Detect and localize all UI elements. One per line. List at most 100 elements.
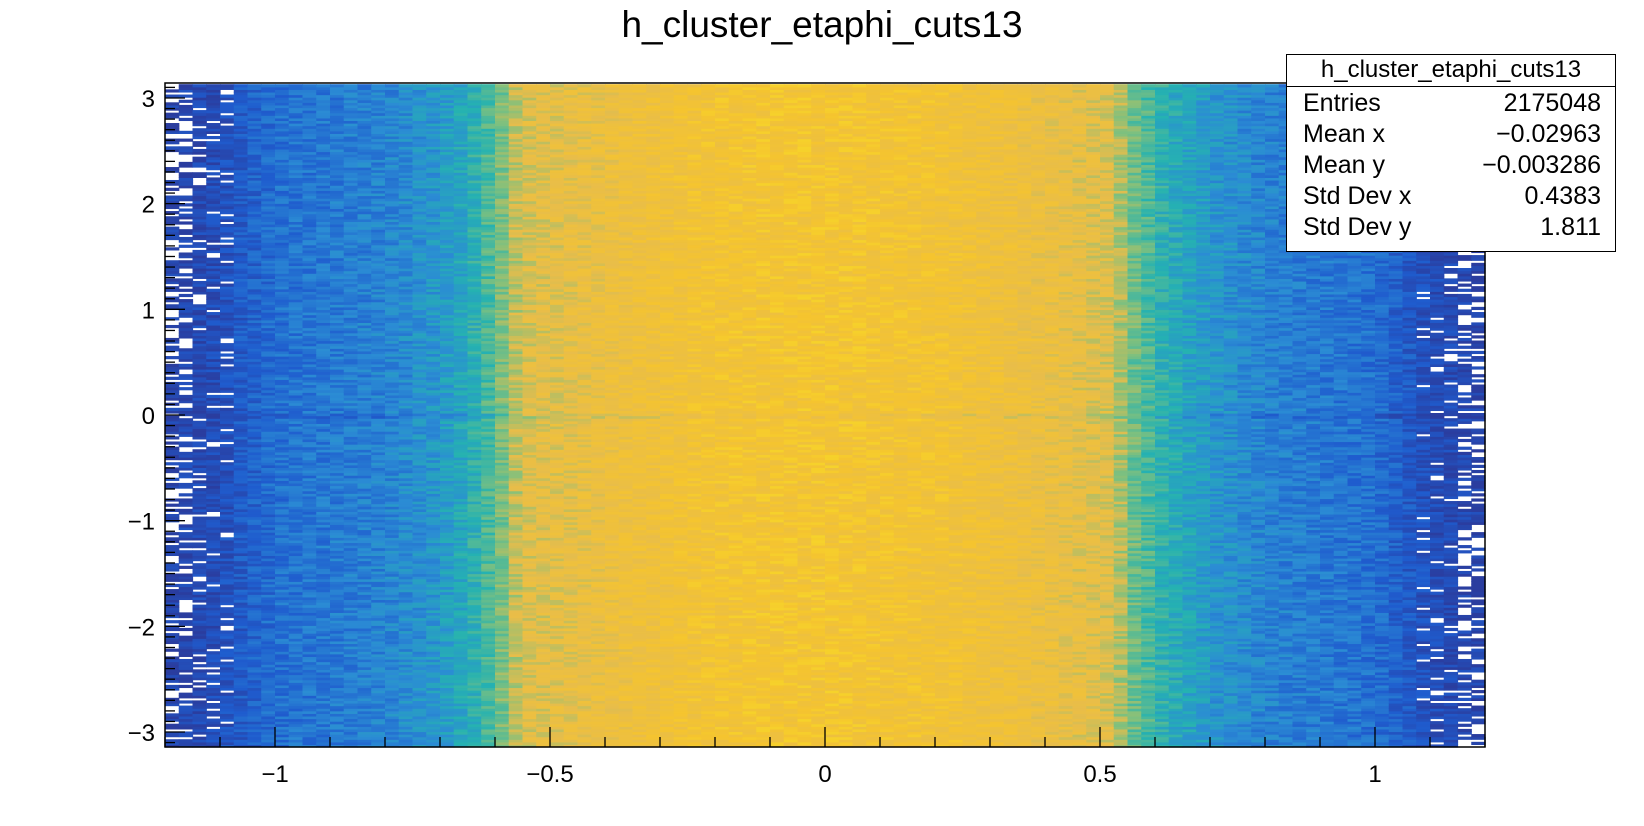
heatmap-cell	[165, 260, 179, 263]
heatmap-cell	[220, 462, 234, 465]
heatmap-cell	[220, 175, 234, 178]
heatmap-cell	[179, 348, 193, 351]
heatmap-cell	[179, 131, 193, 134]
heatmap-cell	[220, 84, 234, 87]
heatmap-cell	[206, 517, 220, 520]
heatmap-cell	[206, 289, 220, 292]
heatmap-cell	[179, 374, 193, 377]
heatmap-cell	[206, 586, 220, 589]
heatmap-cell	[165, 377, 179, 380]
heatmap-cell	[179, 706, 193, 709]
heatmap-cell	[193, 304, 207, 307]
heatmap-cell	[179, 237, 193, 240]
heatmap-cell	[206, 729, 220, 732]
heatmap-cell	[206, 177, 220, 180]
heatmap-cell	[165, 545, 179, 548]
heatmap-cell	[165, 649, 179, 652]
heatmap-cell	[206, 719, 220, 722]
heatmap-cell	[179, 628, 193, 631]
heatmap-cell	[193, 185, 207, 188]
heatmap-cell	[206, 141, 220, 144]
heatmap-cell	[193, 542, 207, 545]
heatmap-cell	[179, 452, 193, 455]
heatmap-cell	[179, 387, 193, 390]
heatmap-cell	[165, 563, 179, 566]
heatmap-cell	[193, 550, 207, 553]
heatmap-cell	[179, 493, 193, 496]
heatmap-cell	[220, 537, 234, 540]
heatmap-cell	[179, 172, 193, 175]
heatmap-cell	[179, 214, 193, 217]
heatmap-cell	[193, 128, 207, 131]
heatmap-cell	[165, 196, 179, 199]
heatmap-cell	[165, 724, 179, 727]
heatmap-cell	[206, 408, 220, 411]
heatmap-cell	[220, 630, 234, 633]
heatmap-cell	[206, 214, 220, 217]
heatmap-cell	[165, 713, 179, 716]
heatmap-cell	[206, 669, 220, 672]
heatmap-cell	[179, 162, 193, 165]
heatmap-cell	[220, 284, 234, 287]
heatmap-cell	[193, 441, 207, 444]
heatmap-cell	[165, 346, 179, 349]
heatmap-cell	[206, 312, 220, 315]
heatmap-cell	[193, 517, 207, 520]
heatmap-cell	[165, 247, 179, 250]
heatmap-cell	[165, 504, 179, 507]
heatmap-cell	[220, 115, 234, 118]
heatmap-cell	[165, 514, 179, 517]
heatmap-cell	[193, 737, 207, 740]
heatmap-cell	[165, 113, 179, 116]
heatmap-cell	[220, 444, 234, 447]
heatmap-cell	[179, 441, 193, 444]
heatmap-cell	[179, 566, 193, 569]
heatmap-cell	[206, 685, 220, 688]
heatmap-cell	[179, 532, 193, 535]
heatmap-cell	[165, 123, 179, 126]
heatmap-cell	[220, 408, 234, 411]
heatmap-cell	[206, 245, 220, 248]
heatmap-cell	[193, 480, 207, 483]
heatmap-cell	[179, 574, 193, 577]
heatmap-cell	[179, 473, 193, 476]
heatmap-cell	[165, 167, 179, 170]
heatmap-cell	[179, 498, 193, 501]
heatmap-cell	[179, 322, 193, 325]
heatmap-cell	[179, 693, 193, 696]
heatmap-cell	[220, 649, 234, 652]
heatmap-cell	[193, 669, 207, 672]
heatmap-cell	[179, 299, 193, 302]
heatmap-cell	[165, 633, 179, 636]
heatmap-cell	[179, 364, 193, 367]
heatmap-cell	[179, 542, 193, 545]
heatmap-cell	[220, 224, 234, 227]
heatmap-cell	[179, 509, 193, 512]
heatmap-cell	[193, 84, 207, 87]
heatmap-cell	[179, 685, 193, 688]
heatmap-cell	[220, 607, 234, 610]
heatmap-cell	[165, 364, 179, 367]
heatmap-cell	[193, 157, 207, 160]
heatmap-cell	[179, 739, 193, 742]
heatmap-cell	[179, 636, 193, 639]
heatmap-cell	[179, 139, 193, 142]
heatmap-cell	[165, 188, 179, 191]
heatmap-cell	[206, 84, 220, 87]
heatmap-cell	[165, 537, 179, 540]
heatmap-cell	[220, 366, 234, 369]
heatmap-cell	[220, 395, 234, 398]
heatmap-cell	[193, 581, 207, 584]
heatmap-cell	[206, 703, 220, 706]
heatmap-cell	[179, 95, 193, 98]
heatmap-cell	[206, 258, 220, 261]
heatmap-cell	[193, 475, 207, 478]
heatmap-cell	[220, 353, 234, 356]
heatmap-cell	[179, 208, 193, 211]
heatmap-cell	[165, 102, 179, 105]
heatmap-cell	[165, 416, 179, 419]
heatmap-cell	[193, 664, 207, 667]
heatmap-cell	[193, 149, 207, 152]
heatmap-cell	[165, 325, 179, 328]
heatmap-cell	[165, 146, 179, 149]
